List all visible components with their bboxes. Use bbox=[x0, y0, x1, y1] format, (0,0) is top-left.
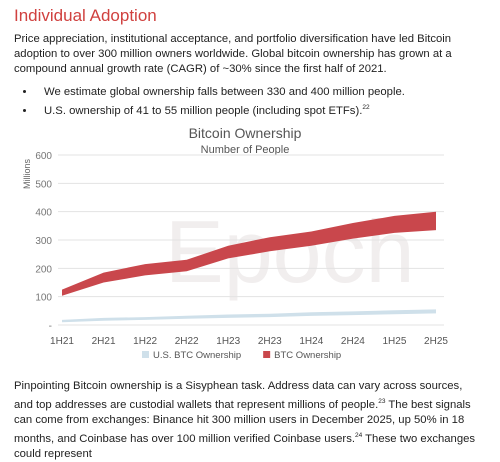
x-tick-label: 1H25 bbox=[382, 336, 406, 347]
bullet-text: We estimate global ownership falls betwe… bbox=[44, 86, 405, 98]
x-tick-label: 2H23 bbox=[258, 336, 282, 347]
watermark: Epoch bbox=[165, 202, 415, 301]
x-tick-label: 2H24 bbox=[341, 336, 365, 347]
chart: Bitcoin Ownership Number of People Epoch Mi… bbox=[22, 125, 448, 361]
y-tick-label: 300 bbox=[35, 236, 52, 247]
paragraph: Price appreciation, institutional accept… bbox=[14, 33, 452, 75]
x-tick-label: 2H25 bbox=[424, 336, 448, 347]
text: The best signals can come from exchanges… bbox=[14, 398, 471, 445]
section-title: Individual Adoption bbox=[14, 6, 157, 25]
range-band bbox=[62, 309, 436, 323]
x-tick-label: 2H21 bbox=[92, 336, 116, 347]
y-tick-label: 400 bbox=[35, 208, 52, 219]
footnote-ref: 24 bbox=[354, 431, 363, 439]
paragraph: Pinpointing Bitcoin ownership is a Sisyp… bbox=[14, 379, 484, 462]
legend-swatch bbox=[142, 351, 149, 358]
y-tick-label: 200 bbox=[35, 264, 52, 275]
x-tick-label: 1H23 bbox=[216, 336, 240, 347]
text: Pinpointing Bitcoin ownership is a Sisyp… bbox=[14, 380, 463, 411]
bullet-text: U.S. ownership of 41 to 55 million peopl… bbox=[44, 104, 363, 117]
legend-swatch bbox=[263, 351, 271, 358]
chart-subtitle: Number of People bbox=[201, 144, 290, 156]
legend-label: U.S. BTC Ownership bbox=[153, 350, 241, 361]
x-tick-label: 1H22 bbox=[133, 336, 157, 347]
x-tick-label: 1H21 bbox=[50, 336, 74, 347]
x-tick-label: 1H24 bbox=[299, 336, 323, 347]
footnote-ref: 22 bbox=[362, 104, 370, 111]
chart-title: Bitcoin Ownership bbox=[189, 125, 302, 141]
x-tick-label: 2H22 bbox=[175, 336, 199, 347]
y-tick-label: - bbox=[49, 321, 52, 332]
range-band bbox=[62, 211, 436, 296]
bullet-list: We estimate global ownership falls betwe… bbox=[14, 84, 500, 119]
y-tick-label: 100 bbox=[35, 293, 52, 304]
y-tick-label: 600 bbox=[35, 151, 52, 162]
bullet: U.S. ownership of 41 to 55 million peopl… bbox=[36, 100, 500, 119]
y-tick-label: 500 bbox=[35, 179, 52, 190]
footnote-ref: 23 bbox=[378, 398, 386, 405]
text: These two exchanges could represent bbox=[14, 432, 476, 460]
legend-label: BTC Ownership bbox=[274, 350, 341, 361]
bullet: We estimate global ownership falls betwe… bbox=[36, 84, 500, 100]
y-axis-label: Millions bbox=[22, 159, 32, 190]
